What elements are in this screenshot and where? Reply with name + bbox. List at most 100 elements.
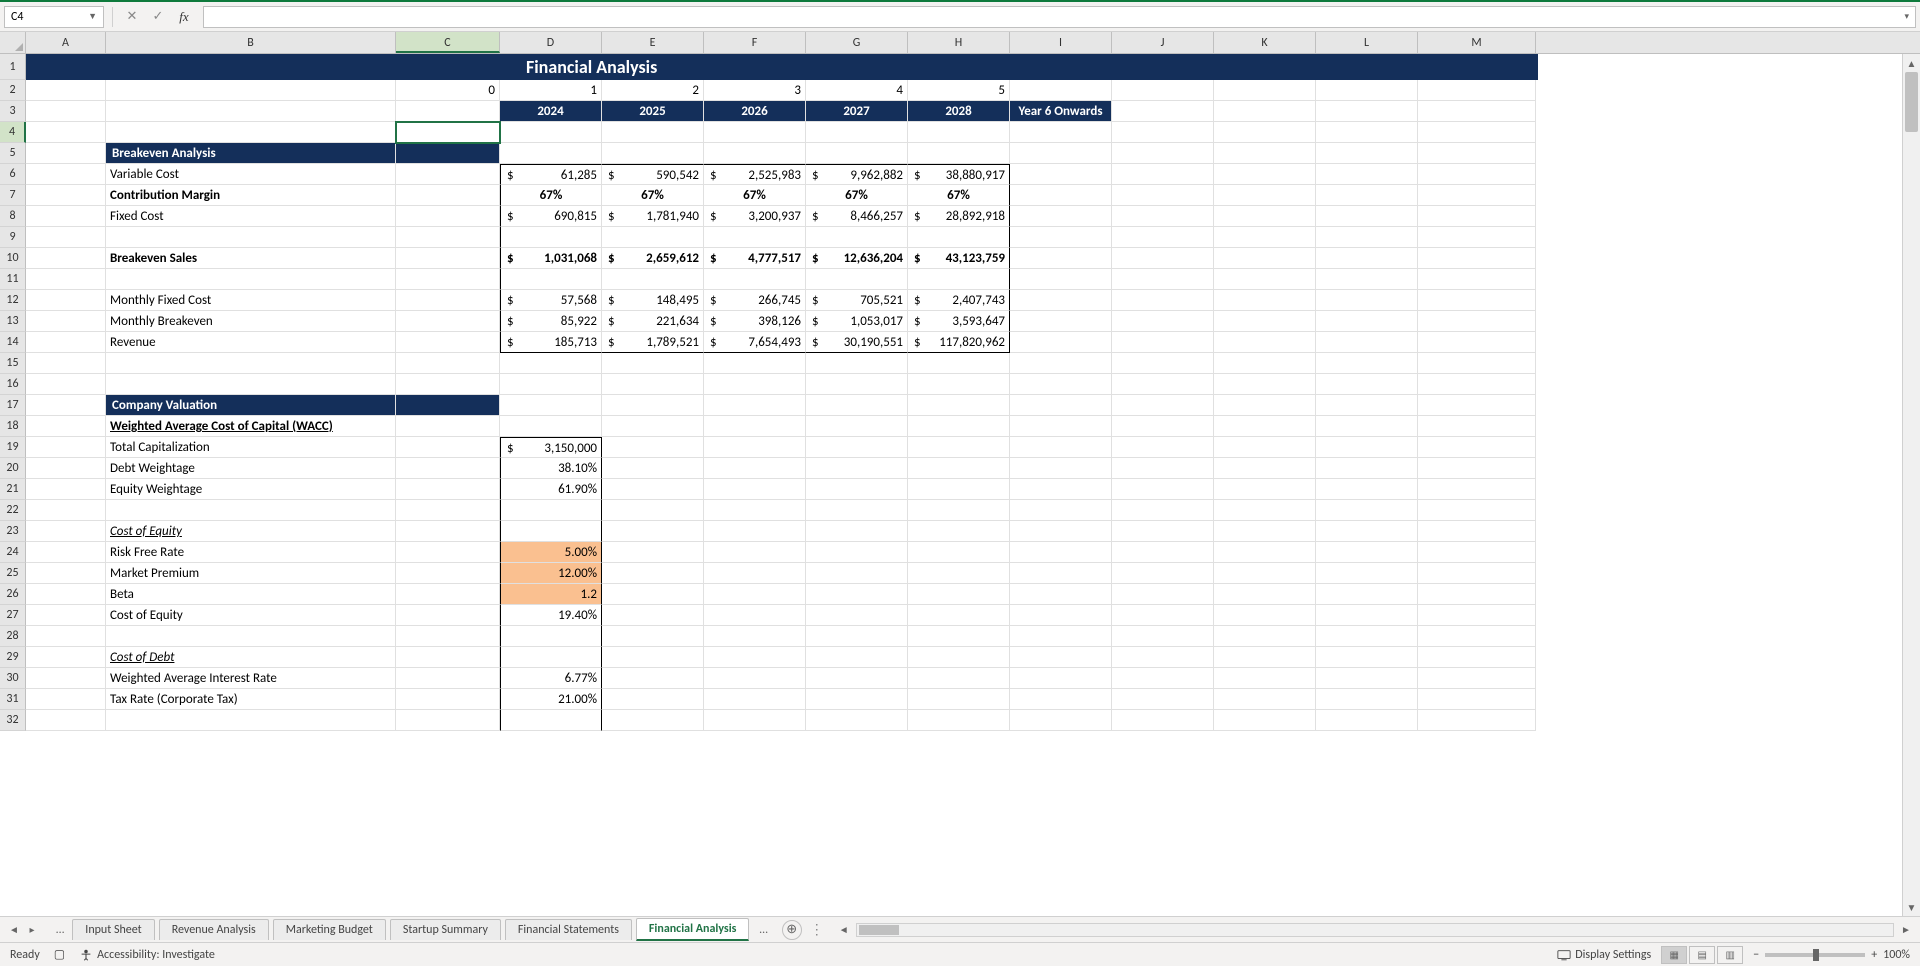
row-header-4[interactable]: 4: [0, 122, 26, 143]
cell[interactable]: 5: [908, 80, 1010, 101]
col-header-C[interactable]: C: [396, 32, 500, 53]
cell[interactable]: [500, 269, 602, 290]
label-revenue[interactable]: Revenue: [106, 332, 396, 353]
cell[interactable]: [1418, 185, 1536, 206]
cell[interactable]: [908, 668, 1010, 689]
cell[interactable]: [1418, 395, 1536, 416]
cell[interactable]: [1010, 311, 1112, 332]
cancel-formula-icon[interactable]: ✕: [121, 6, 143, 28]
cell[interactable]: [704, 668, 806, 689]
label-debt-w[interactable]: Debt Weightage: [106, 458, 396, 479]
cell[interactable]: [396, 626, 500, 647]
cell[interactable]: [1214, 332, 1316, 353]
cell[interactable]: [704, 458, 806, 479]
cell[interactable]: [806, 458, 908, 479]
row-header-7[interactable]: 7: [0, 185, 26, 206]
cell[interactable]: [106, 269, 396, 290]
cell[interactable]: [1010, 584, 1112, 605]
cell[interactable]: 2: [602, 80, 704, 101]
cell[interactable]: [908, 689, 1010, 710]
cell[interactable]: [704, 353, 806, 374]
cell[interactable]: [1112, 374, 1214, 395]
cell[interactable]: [806, 521, 908, 542]
select-all-corner[interactable]: [0, 32, 26, 53]
label-variable-cost[interactable]: Variable Cost: [106, 164, 396, 185]
cell[interactable]: [1214, 269, 1316, 290]
name-box-dropdown-icon[interactable]: ▼: [88, 11, 97, 22]
cell[interactable]: [1316, 143, 1418, 164]
zoom-in-button[interactable]: +: [1871, 948, 1877, 962]
cell[interactable]: [1010, 395, 1112, 416]
cell[interactable]: [1112, 689, 1214, 710]
cell[interactable]: [106, 101, 396, 122]
col-header-K[interactable]: K: [1214, 32, 1316, 53]
cell[interactable]: [1010, 626, 1112, 647]
cell[interactable]: [396, 500, 500, 521]
cell[interactable]: [806, 626, 908, 647]
cell[interactable]: [806, 374, 908, 395]
cell[interactable]: [602, 437, 704, 458]
cell[interactable]: [1418, 269, 1536, 290]
cell[interactable]: [26, 164, 106, 185]
cell[interactable]: [1418, 290, 1536, 311]
cell[interactable]: [26, 437, 106, 458]
cell[interactable]: [908, 143, 1010, 164]
cell[interactable]: [806, 710, 908, 731]
row-header-22[interactable]: 22: [0, 500, 26, 521]
cell[interactable]: [1112, 353, 1214, 374]
label-breakeven-sales[interactable]: Breakeven Sales: [106, 248, 396, 269]
cell[interactable]: [26, 227, 106, 248]
cell[interactable]: 0: [396, 80, 500, 101]
cell[interactable]: [1214, 374, 1316, 395]
cell[interactable]: [1010, 269, 1112, 290]
cell[interactable]: [806, 227, 908, 248]
cell[interactable]: [1010, 290, 1112, 311]
cell[interactable]: [1112, 80, 1214, 101]
row-header-20[interactable]: 20: [0, 458, 26, 479]
cell[interactable]: [1112, 227, 1214, 248]
zoom-level[interactable]: 100%: [1883, 948, 1910, 962]
cell[interactable]: [1418, 206, 1536, 227]
cell[interactable]: [1010, 710, 1112, 731]
cell[interactable]: [1010, 248, 1112, 269]
cell[interactable]: $61,285: [500, 164, 602, 185]
row-header-26[interactable]: 26: [0, 584, 26, 605]
cell[interactable]: [704, 500, 806, 521]
cell[interactable]: [26, 542, 106, 563]
year-header[interactable]: 2027: [806, 101, 908, 122]
cell[interactable]: [806, 605, 908, 626]
cell[interactable]: [908, 647, 1010, 668]
cell[interactable]: [1316, 668, 1418, 689]
cell[interactable]: $9,962,882: [806, 164, 908, 185]
accessibility-status[interactable]: Accessibility: Investigate: [79, 948, 215, 962]
cell[interactable]: [806, 122, 908, 143]
cell[interactable]: $2,659,612: [602, 248, 704, 269]
cell[interactable]: [1112, 437, 1214, 458]
cell[interactable]: [1418, 248, 1536, 269]
cell[interactable]: [1418, 500, 1536, 521]
cell[interactable]: [1214, 584, 1316, 605]
cell[interactable]: [26, 395, 106, 416]
cell[interactable]: [396, 605, 500, 626]
zoom-slider[interactable]: [1765, 953, 1865, 957]
label-rfr[interactable]: Risk Free Rate: [106, 542, 396, 563]
cell[interactable]: [1418, 542, 1536, 563]
cell[interactable]: [1418, 227, 1536, 248]
label-wacc[interactable]: Weighted Average Cost of Capital (WACC): [106, 416, 396, 437]
cell[interactable]: $705,521: [806, 290, 908, 311]
cell[interactable]: [806, 563, 908, 584]
cell[interactable]: $185,713: [500, 332, 602, 353]
cell[interactable]: $28,892,918: [908, 206, 1010, 227]
cell[interactable]: [1316, 710, 1418, 731]
cell[interactable]: [1214, 605, 1316, 626]
cell[interactable]: [396, 185, 500, 206]
cell[interactable]: [1010, 689, 1112, 710]
cell[interactable]: [396, 689, 500, 710]
cell[interactable]: [1418, 584, 1536, 605]
row-header-12[interactable]: 12: [0, 290, 26, 311]
cell[interactable]: $398,126: [704, 311, 806, 332]
cell[interactable]: $85,922: [500, 311, 602, 332]
cell[interactable]: [602, 479, 704, 500]
cell[interactable]: [26, 626, 106, 647]
cell[interactable]: [1316, 437, 1418, 458]
